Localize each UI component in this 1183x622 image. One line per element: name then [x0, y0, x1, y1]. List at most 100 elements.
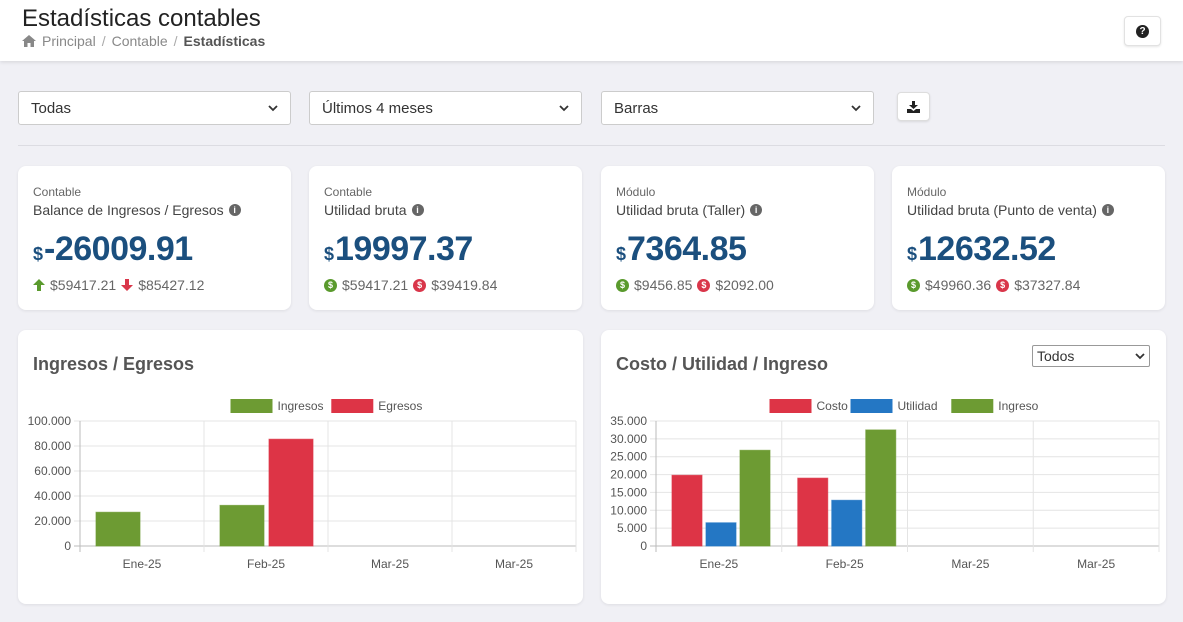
legend-swatch	[769, 399, 812, 413]
income-coin-icon: $	[616, 278, 629, 292]
stat-category: Módulo	[907, 185, 947, 199]
cost-coin-icon: $	[413, 278, 427, 292]
series-filter-select[interactable]: Todos	[1032, 345, 1150, 367]
info-icon[interactable]: i	[1101, 204, 1114, 216]
x-tick-label: Mar-25	[495, 557, 533, 571]
bar-utilidad	[705, 522, 737, 547]
y-tick-label: 0	[640, 539, 647, 553]
income-coin-icon: $	[324, 278, 337, 292]
chevron-down-icon	[268, 105, 278, 112]
y-tick-label: 40.000	[34, 489, 71, 503]
bar-costo	[671, 474, 703, 547]
chart-type-select-value: Barras	[614, 99, 659, 117]
stat-label: Utilidad bruta (Taller) i	[616, 202, 859, 218]
chevron-down-icon	[559, 105, 569, 112]
stat-card-punto-venta: Módulo Utilidad bruta (Punto de venta) i …	[892, 166, 1165, 310]
help-button[interactable]: ?	[1124, 16, 1161, 46]
costo-utilidad-ingreso-chart: 0 5.000 10.000 15.000 20.000 25.000 30.000 35.0…	[610, 399, 1160, 571]
breadcrumb: Principal / Contable / Estadísticas	[22, 33, 265, 49]
chart-type-select[interactable]: Barras	[601, 91, 874, 125]
bar-utilidad	[831, 499, 863, 547]
x-tick-label: Ene-25	[700, 557, 739, 571]
y-tick-label: 60.000	[34, 464, 71, 478]
stat-card-taller: Módulo Utilidad bruta (Taller) i $7364.85…	[601, 166, 874, 310]
legend-label: Ingreso	[998, 399, 1038, 413]
info-icon[interactable]: i	[228, 204, 241, 216]
stat-expense: $85427.12	[138, 277, 205, 293]
breadcrumb-separator: /	[101, 33, 106, 49]
chevron-down-icon	[851, 105, 861, 112]
stat-value: $19997.37	[324, 230, 567, 269]
stat-label-text: Utilidad bruta (Punto de venta)	[907, 202, 1097, 218]
stat-category: Contable	[324, 185, 373, 199]
stat-income: $59417.21	[342, 277, 409, 293]
download-button[interactable]	[897, 92, 930, 121]
bar-ingresos	[219, 504, 265, 547]
x-tick-label: Feb-25	[247, 557, 285, 571]
bar-ingresos	[95, 511, 141, 547]
legend-swatch	[331, 399, 374, 413]
stat-expense: $37327.84	[1014, 277, 1081, 293]
chart-card-costo-utilidad-ingreso: Costo / Utilidad / Ingreso Todos 0 5.000 1…	[601, 330, 1166, 604]
stat-number: 12632.52	[918, 230, 1056, 268]
stat-category: Contable	[33, 185, 82, 199]
y-tick-label: 100.000	[28, 414, 72, 428]
breadcrumb-contable[interactable]: Contable	[111, 33, 168, 49]
currency-symbol: $	[324, 244, 335, 264]
info-icon[interactable]: i	[750, 204, 763, 216]
home-icon	[22, 35, 36, 47]
help-icon: ?	[1136, 24, 1149, 38]
y-tick-label: 25.000	[610, 450, 647, 464]
breadcrumb-current: Estadísticas	[183, 33, 266, 49]
income-coin-icon: $	[907, 278, 920, 292]
y-tick-label: 20.000	[34, 514, 71, 528]
legend-swatch	[230, 399, 273, 413]
info-icon[interactable]: i	[411, 204, 424, 216]
bar-ingreso	[739, 449, 771, 547]
y-tick-label: 15.000	[610, 485, 647, 499]
stat-subvalues: $ $49960.36 $ $37327.84	[907, 277, 1150, 293]
category-select-value: Todas	[31, 99, 72, 117]
download-icon	[907, 100, 920, 113]
stat-number: -26009.91	[44, 230, 193, 268]
stat-subvalues: $ $59417.21 $ $39419.84	[324, 277, 567, 293]
stat-value: $ -26009.91	[33, 230, 276, 269]
stat-expense: $39419.84	[431, 277, 498, 293]
series-filter-value: Todos	[1037, 348, 1075, 364]
page-title: Estadísticas contables	[22, 5, 261, 32]
page-header: Estadísticas contables Principal / Conta…	[0, 0, 1183, 61]
x-tick-label: Mar-25	[371, 557, 409, 571]
bar-costo	[797, 477, 829, 547]
y-tick-label: 5.000	[617, 521, 647, 535]
stat-subvalues: $ $9456.85 $ $2092.00	[616, 277, 859, 293]
y-tick-label: 80.000	[34, 439, 71, 453]
stat-expense: $2092.00	[715, 277, 774, 293]
currency-symbol: $	[616, 244, 627, 264]
breadcrumb-principal[interactable]: Principal	[42, 33, 96, 49]
period-select[interactable]: Últimos 4 meses	[309, 91, 582, 125]
y-tick-label: 10.000	[610, 503, 647, 517]
stat-income: $49960.36	[925, 277, 992, 293]
stat-number: 7364.85	[627, 230, 747, 268]
legend-label: Costo	[817, 399, 849, 413]
x-tick-label: Mar-25	[951, 557, 989, 571]
legend-label: Ingresos	[278, 399, 324, 413]
legend-swatch	[850, 399, 893, 413]
stat-number: 19997.37	[335, 230, 473, 268]
currency-symbol: $	[907, 244, 918, 264]
x-tick-label: Ene-25	[123, 557, 162, 571]
ingresos-egresos-chart: 0 20.000 40.000 60.000 80.000 100.000 Ene-25 Fe…	[28, 399, 577, 571]
currency-symbol: $	[33, 244, 44, 264]
divider	[18, 145, 1165, 146]
chart-card-ingresos-egresos: Ingresos / Egresos 0 20.000 40.000 60.000 80…	[18, 330, 583, 604]
stat-label: Balance de Ingresos / Egresos i	[33, 202, 276, 218]
bar-ingreso	[865, 429, 897, 547]
legend-label: Egresos	[378, 399, 422, 413]
period-select-value: Últimos 4 meses	[322, 99, 433, 117]
category-select[interactable]: Todas	[18, 91, 291, 125]
stat-label-text: Balance de Ingresos / Egresos	[33, 202, 224, 218]
x-tick-label: Feb-25	[826, 557, 864, 571]
stat-income: $59417.21	[50, 277, 117, 293]
arrow-up-icon	[33, 279, 45, 291]
stat-label: Utilidad bruta i	[324, 202, 567, 218]
